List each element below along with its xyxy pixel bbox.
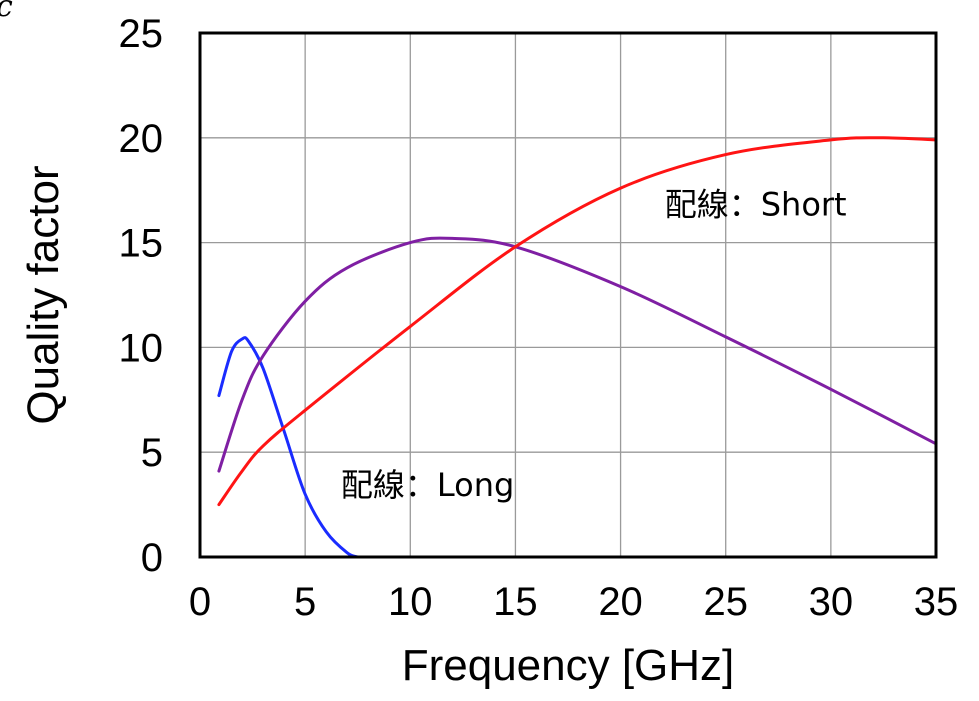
x-tick-label-7: 35: [914, 580, 959, 624]
x-tick-labels: 0 5 10 15 20 25 30 35: [189, 580, 958, 624]
series-line-2: [217, 136, 938, 507]
x-axis-title: Frequency [GHz]: [402, 641, 735, 690]
annotation-1: 配線：Long: [341, 466, 514, 504]
series-line-0: [217, 336, 360, 559]
x-tick-label-2: 10: [388, 580, 433, 624]
y-tick-label-4: 20: [119, 117, 164, 161]
y-tick-label-2: 10: [119, 326, 164, 370]
y-tick-label-0: 0: [141, 536, 163, 580]
x-tick-label-3: 15: [493, 580, 538, 624]
series-lines: [217, 136, 938, 559]
annotation-0: 配線：Short: [665, 185, 847, 223]
x-tick-label-1: 5: [294, 580, 316, 624]
y-axis-title: Quality factor: [19, 165, 68, 424]
x-tick-label-6: 30: [809, 580, 854, 624]
series-line-1: [217, 236, 938, 473]
x-tick-label-5: 25: [703, 580, 748, 624]
y-tick-label-1: 5: [141, 431, 163, 475]
plot-frame: [198, 31, 938, 559]
corner-mark: c: [0, 0, 13, 24]
x-tick-label-4: 20: [598, 580, 643, 624]
x-tick-label-0: 0: [189, 580, 211, 624]
annotations: 配線：Short 配線：Long: [341, 185, 847, 504]
y-tick-labels: 0 5 10 15 20 25: [119, 12, 164, 580]
y-tick-label-3: 15: [119, 222, 164, 266]
y-tick-label-5: 25: [119, 12, 164, 56]
